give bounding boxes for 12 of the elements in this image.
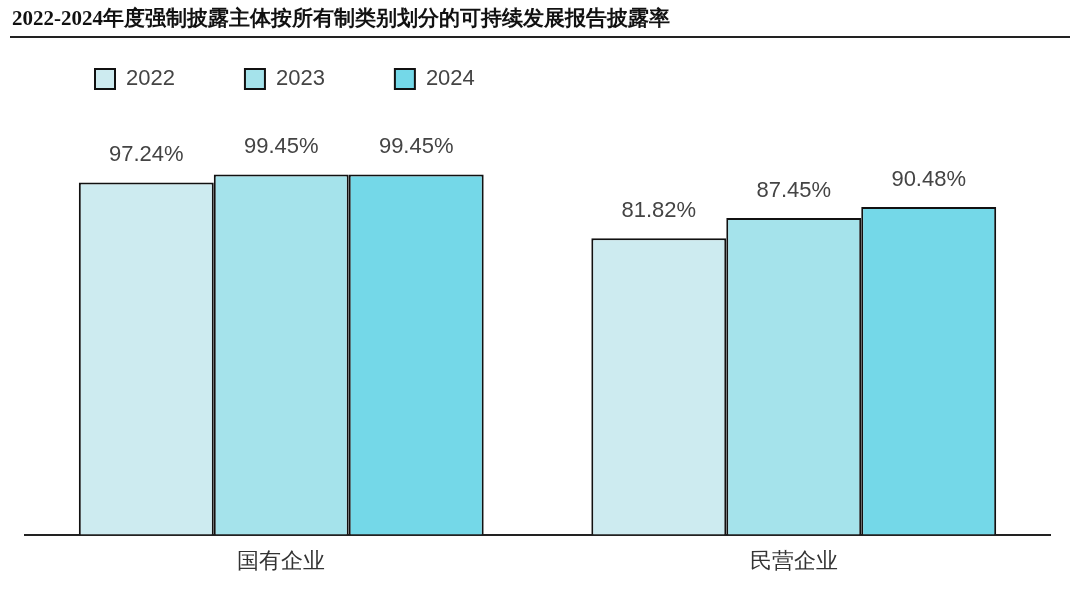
data-label: 99.45%: [243, 133, 319, 159]
x-tick-label: 民营企业: [749, 547, 838, 573]
legend-label: 2023: [275, 65, 325, 91]
legend-label: 2024: [425, 65, 475, 91]
data-label: 99.45%: [378, 133, 454, 159]
legend-label: 2022: [126, 65, 175, 91]
data-label: 97.24%: [108, 141, 184, 167]
data-label: 87.45%: [756, 176, 832, 202]
data-label: 81.82%: [621, 197, 697, 223]
chart-title: 2022-2024年度强制披露主体按所有制类别划分的可持续发展报告披露率: [10, 4, 1070, 38]
x-tick-label: 国有企业: [237, 547, 326, 573]
data-label: 90.48%: [891, 165, 967, 191]
